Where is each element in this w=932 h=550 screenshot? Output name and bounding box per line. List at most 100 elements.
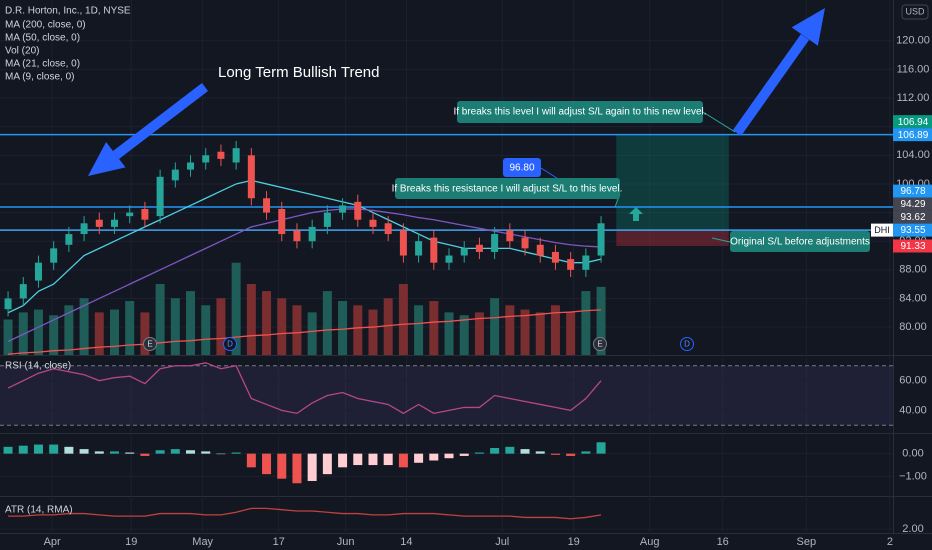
annotation: If Breaks this resistance I will adjust … — [392, 184, 623, 195]
macd-bar — [109, 451, 119, 454]
volume-bar — [49, 315, 59, 355]
volume-bar — [246, 284, 256, 355]
volume-bar — [490, 298, 500, 355]
volume-bar — [429, 301, 439, 355]
macd-bar — [79, 449, 89, 454]
annotation: Long Term Bullish Trend — [218, 64, 379, 81]
macd-bar — [383, 453, 393, 466]
candle-body — [491, 234, 499, 252]
volume-bar — [94, 312, 104, 355]
y-tick-label: 116.00 — [897, 63, 930, 75]
x-tick-label: 19 — [568, 536, 580, 548]
price-tag — [893, 128, 932, 142]
volume-bar — [140, 312, 150, 355]
price-tag-label: 106.94 — [898, 117, 929, 128]
y-tick-label: 88.00 — [899, 264, 927, 276]
volume-bar — [535, 312, 545, 355]
macd-bar — [307, 453, 317, 481]
y-tick-label: 112.00 — [897, 92, 930, 104]
macd-bar — [444, 453, 454, 459]
candle-body — [475, 244, 483, 252]
volume-bar — [414, 305, 424, 355]
candle-body — [232, 148, 240, 163]
macd-bar — [33, 444, 43, 454]
symbol-tag — [871, 223, 893, 237]
candle-body — [34, 262, 42, 281]
legend-item: MA (50, close, 0) — [5, 33, 80, 44]
macd-bar — [201, 451, 211, 454]
legend-item: MA (21, close, 0) — [5, 59, 80, 70]
candle-body — [384, 223, 392, 235]
volume-bar — [505, 305, 515, 355]
moving-average — [7, 208, 602, 342]
candle-body — [50, 248, 58, 263]
x-tick-label: Sep — [797, 536, 817, 548]
price-tag-label: 91.33 — [900, 241, 925, 252]
price-tag-label: 96.78 — [900, 186, 925, 197]
y-tick-label: 60.00 — [899, 375, 927, 387]
volume-bar — [170, 298, 180, 355]
macd-bar — [368, 453, 378, 466]
volume-bar — [292, 305, 302, 355]
macd-bar — [398, 453, 408, 468]
trend-arrow-head — [88, 142, 126, 176]
volume-bar — [109, 309, 119, 355]
volume-bar — [383, 298, 393, 355]
macd-bar — [459, 453, 469, 456]
annotation: If breaks this level I will adjust S/L a… — [453, 107, 706, 118]
x-tick-label: Jul — [495, 536, 509, 548]
volume-bar — [33, 309, 43, 355]
candle-body — [65, 234, 73, 245]
macd-bar — [490, 447, 500, 454]
annotation-box — [457, 101, 703, 123]
price-tag-label: 93.55 — [900, 225, 925, 236]
candle-body — [110, 219, 118, 227]
event-label: D — [227, 340, 233, 349]
volume-bar — [79, 298, 89, 355]
price-tag — [893, 210, 932, 224]
volume-bar — [566, 312, 576, 355]
macd-bar — [186, 450, 196, 454]
atr-line — [8, 507, 602, 520]
candle-body — [126, 212, 134, 217]
volume-bar — [125, 301, 135, 355]
price-tag — [893, 197, 932, 211]
candle-body — [141, 208, 149, 220]
volume-bar — [459, 315, 469, 355]
x-tick-label: 16 — [717, 536, 729, 548]
macd-bar — [566, 453, 576, 456]
y-tick-label: 104.00 — [896, 149, 930, 161]
macd-bar — [322, 453, 332, 475]
macd-bar — [231, 452, 241, 454]
legend: D.R. Horton, Inc., 1D, NYSE MA (200, clo… — [5, 6, 131, 83]
volume-bar — [444, 312, 454, 355]
volume-bar — [155, 284, 165, 355]
candle-body — [536, 244, 544, 256]
volume-bar — [201, 305, 211, 355]
y-tick-label: −1.00 — [899, 470, 927, 482]
annotation-box — [395, 178, 620, 199]
candle-body — [399, 230, 407, 256]
macd-bar — [353, 453, 363, 466]
event-marker — [223, 337, 237, 351]
pane-label: RSI (14, close) — [5, 361, 71, 372]
candle-body — [445, 255, 453, 263]
candle-body — [278, 208, 286, 235]
y-tick-label: 84.00 — [899, 292, 927, 304]
macd-bar — [414, 453, 424, 463]
legend-item: Vol (20) — [5, 46, 39, 57]
event-label: D — [684, 340, 690, 349]
macd-bar — [474, 452, 484, 454]
event-marker — [593, 337, 607, 351]
candle-body — [551, 251, 559, 263]
currency-box[interactable] — [901, 4, 929, 20]
macd-bar — [520, 449, 530, 454]
candle-body — [415, 241, 423, 256]
macd-bar — [155, 450, 165, 454]
volume-bar — [231, 262, 241, 355]
y-tick-label: 40.00 — [899, 404, 927, 416]
macd-bar — [64, 446, 74, 454]
event-marker — [680, 337, 694, 351]
price-tag — [893, 184, 932, 198]
macd-bar — [505, 446, 515, 454]
